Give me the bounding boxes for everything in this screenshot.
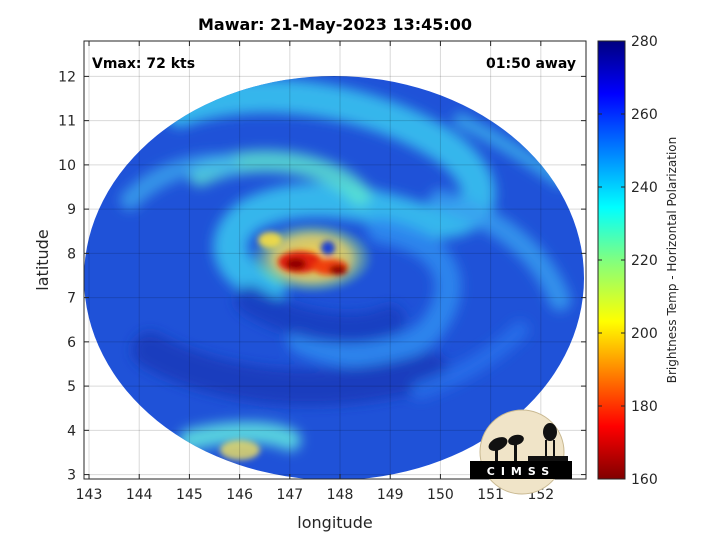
vmax-annotation: Vmax: 72 kts [92, 56, 195, 72]
y-tick-label: 10 [58, 158, 76, 174]
colorbar: 160 180 200 220 240 260 280 Brightness Temp - … [597, 34, 679, 488]
colorbar-tick-label: 260 [631, 107, 658, 123]
logo-text: CIMSS [487, 465, 555, 478]
y-tick-label: 7 [67, 291, 76, 307]
x-tick-label: 150 [427, 487, 454, 503]
colorbar-scale [597, 40, 626, 480]
x-axis-label: longitude [297, 513, 372, 532]
colorbar-ticks: 160 180 200 220 240 260 280 [598, 34, 658, 488]
x-tick-label: 143 [76, 487, 103, 503]
y-axis-ticks: 3 4 5 6 7 8 9 10 11 12 [58, 69, 586, 484]
colorbar-tick-label: 160 [631, 472, 658, 488]
x-tick-label: 148 [327, 487, 354, 503]
x-tick-label: 145 [176, 487, 203, 503]
time-offset-annotation: 01:50 away [486, 56, 576, 72]
x-tick-label: 149 [377, 487, 404, 503]
cimss-logo: CIMSS [470, 409, 572, 495]
x-axis-ticks: 143 144 145 146 147 148 149 150 151 152 [76, 41, 554, 503]
colorbar-label: Brightness Temp - Horizontal Polarizatio… [665, 137, 679, 384]
x-tick-label: 151 [477, 487, 504, 503]
colorbar-tick-label: 280 [631, 34, 658, 50]
x-tick-label: 146 [226, 487, 253, 503]
y-tick-label: 8 [67, 246, 76, 262]
axes-box [83, 40, 587, 480]
x-tick-label: 144 [126, 487, 153, 503]
chart-title: Mawar: 21-May-2023 13:45:00 [198, 15, 472, 34]
y-tick-label: 5 [67, 379, 76, 395]
colorbar-tick-label: 220 [631, 253, 658, 269]
colorbar-tick-label: 200 [631, 326, 658, 342]
y-tick-label: 4 [67, 423, 76, 439]
y-axis-label: latitude [33, 229, 52, 290]
colorbar-tick-label: 240 [631, 180, 658, 196]
x-tick-label: 147 [276, 487, 303, 503]
y-tick-label: 9 [67, 202, 76, 218]
y-tick-label: 3 [67, 468, 76, 484]
y-tick-label: 6 [67, 335, 76, 351]
y-tick-label: 11 [58, 114, 76, 130]
swath-image [84, 76, 584, 479]
y-tick-label: 12 [58, 69, 76, 85]
colorbar-tick-label: 180 [631, 399, 658, 415]
